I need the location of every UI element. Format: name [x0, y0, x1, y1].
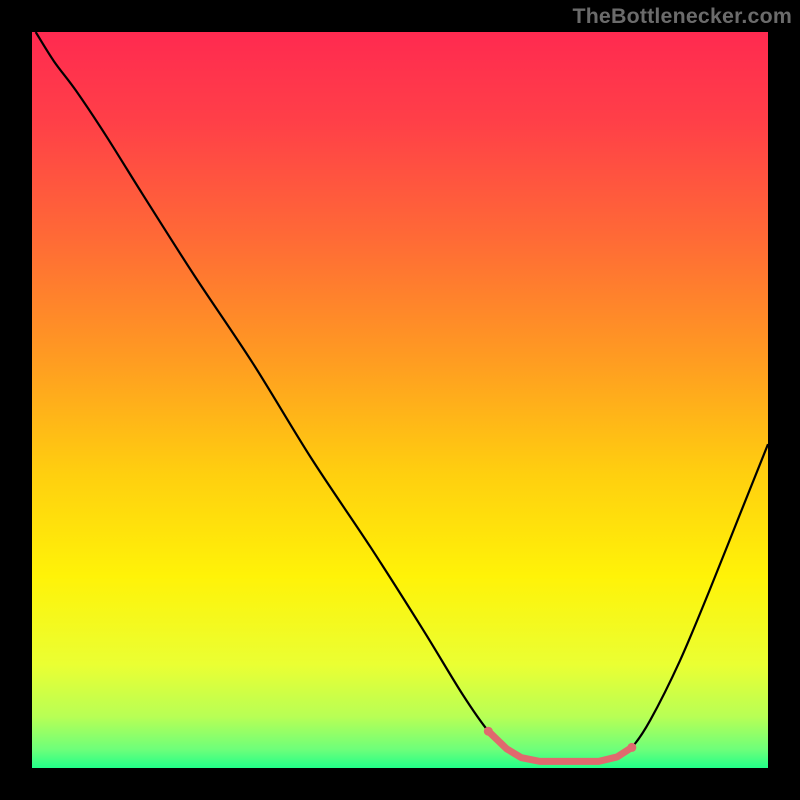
watermark-text: TheBottlenecker.com [572, 4, 792, 29]
chart-frame: TheBottlenecker.com [0, 0, 800, 800]
valley-overlay-line [488, 731, 632, 761]
valley-end-dot [627, 743, 636, 752]
chart-svg [32, 32, 768, 768]
main-curve [36, 32, 768, 762]
plot-area [32, 32, 768, 768]
valley-end-dot [484, 727, 493, 736]
